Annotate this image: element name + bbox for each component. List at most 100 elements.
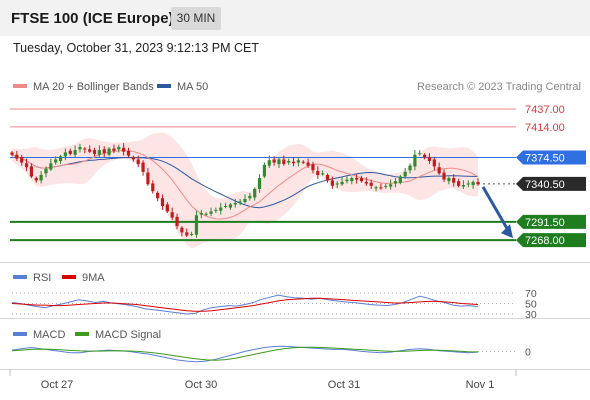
candle-body <box>204 213 208 215</box>
candle-body <box>393 181 398 184</box>
panel-divider <box>0 369 590 370</box>
rsi-legend-swatch <box>62 275 76 279</box>
price-label-resistance: 7437.00 <box>525 104 565 116</box>
candle-body <box>44 168 48 174</box>
candle-body <box>311 164 315 171</box>
candle-body <box>355 178 359 180</box>
candle-body <box>54 159 58 163</box>
x-tick-label: Oct 27 <box>41 379 73 391</box>
candle-body <box>476 181 480 185</box>
candle-body <box>156 192 160 199</box>
candle-body <box>432 159 436 167</box>
candle-body <box>136 159 140 165</box>
candle-body <box>83 148 87 150</box>
legend-swatch <box>157 84 171 88</box>
candle-body <box>272 159 276 163</box>
price-tag-support <box>516 214 586 229</box>
candle-body <box>316 171 320 175</box>
macd-legend-label: MACD Signal <box>95 329 161 341</box>
candle-body <box>389 184 393 187</box>
candle-body <box>15 154 19 159</box>
interval-badge[interactable]: 30 MIN <box>171 7 221 30</box>
candle-body <box>408 165 412 171</box>
candle-body <box>238 201 242 203</box>
legend-label: MA 50 <box>177 81 208 93</box>
candle-body <box>199 212 203 215</box>
macd-series-0 <box>11 345 479 363</box>
candle-body <box>452 178 456 183</box>
rsi-legend-label: RSI <box>33 272 51 284</box>
panel-divider <box>0 318 590 319</box>
candle-body <box>350 178 354 182</box>
copyright-note: Research © 2023 Trading Central <box>417 81 581 93</box>
price-label-support: 7291.50 <box>525 217 565 229</box>
candle-body <box>427 157 432 161</box>
candle-body <box>209 211 213 214</box>
timestamp: Tuesday, October 31, 2023 9:12:13 PM CET <box>13 41 259 55</box>
macd-legend-swatch <box>75 332 89 336</box>
candle-body <box>253 188 257 198</box>
candle-body <box>20 157 24 163</box>
candle-body <box>228 204 233 208</box>
price-label-last: 7340.50 <box>525 179 565 191</box>
candle-body <box>369 182 373 186</box>
rsi-tick-label: 50 <box>525 299 537 311</box>
x-tick-label: Oct 31 <box>328 379 360 391</box>
candle-body <box>39 174 43 181</box>
candle-body <box>291 161 296 164</box>
rsi-legend-label: 9MA <box>82 272 105 284</box>
candle-body <box>359 178 364 182</box>
price-tag-last <box>516 176 586 191</box>
candle-body <box>107 148 111 155</box>
candle-body <box>243 199 247 203</box>
macd-legend-swatch <box>13 332 27 336</box>
macd-series-1 <box>11 346 479 361</box>
candle-body <box>175 216 179 227</box>
candle-body <box>277 159 281 165</box>
candle-body <box>126 150 131 156</box>
rsi-tick-label: 70 <box>525 288 537 300</box>
candle-body <box>461 185 466 187</box>
x-tick-label: Oct 30 <box>185 379 217 391</box>
candle-body <box>248 195 252 199</box>
chart-header <box>0 0 590 36</box>
candle-body <box>340 181 344 185</box>
candle-body <box>282 159 286 165</box>
candle-body <box>335 183 339 185</box>
candle-body <box>398 176 402 183</box>
candle-body <box>190 233 194 235</box>
candle-body <box>364 181 368 184</box>
candle-body <box>466 183 470 185</box>
candle-body <box>10 152 14 155</box>
candle-body <box>471 181 475 186</box>
candle-body <box>97 150 101 155</box>
candle-body <box>185 232 189 236</box>
candle-body <box>63 152 67 157</box>
candle-body <box>413 154 417 167</box>
candle-body <box>267 160 271 166</box>
candle-body <box>418 153 422 155</box>
rsi-tick-label: 30 <box>525 309 537 321</box>
candle-body <box>194 215 199 235</box>
candle-body <box>306 162 310 166</box>
candle-body <box>58 156 63 161</box>
candle-body <box>34 178 38 181</box>
candle-body <box>287 160 291 163</box>
candle-body <box>112 148 116 151</box>
price-label-pivot: 7374.50 <box>525 152 565 164</box>
candle-body <box>117 147 121 150</box>
candle-body <box>151 183 155 192</box>
candle-body <box>403 171 407 177</box>
candle-body <box>345 179 349 182</box>
candle-body <box>219 207 223 211</box>
candle-body <box>180 227 184 233</box>
candle-body <box>102 149 106 154</box>
rsi-legend-swatch <box>13 275 27 279</box>
candle-body <box>68 150 72 154</box>
candle-body <box>262 164 267 177</box>
instrument-title: FTSE 100 (ICE Europe) <box>11 10 174 27</box>
price-tag-support <box>516 233 586 248</box>
candle-body <box>374 187 378 189</box>
candle-body <box>296 160 300 163</box>
